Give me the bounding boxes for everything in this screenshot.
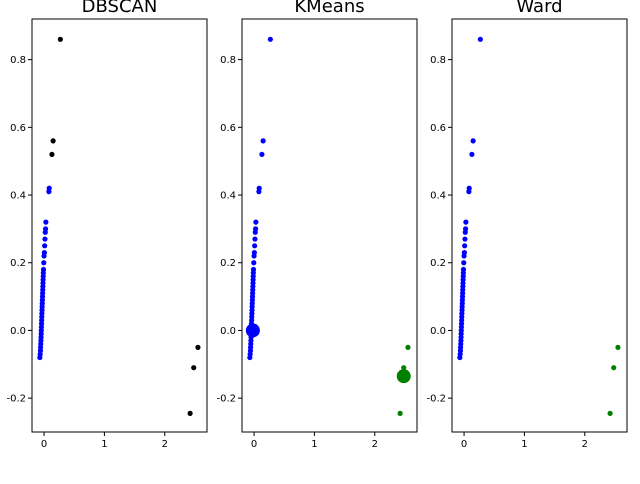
y-tick-label: 0.0 — [220, 326, 236, 337]
x-tick-label: 2 — [582, 439, 588, 450]
data-point — [607, 410, 613, 416]
data-point — [50, 138, 56, 144]
data-point — [259, 151, 265, 158]
y-tick-label: 0.6 — [10, 123, 26, 134]
data-point — [43, 219, 49, 225]
data-point — [195, 344, 201, 350]
data-point — [49, 151, 55, 158]
data-point — [252, 226, 259, 232]
y-tick-label: 0.4 — [430, 191, 446, 202]
data-point — [461, 249, 467, 256]
y-tick-label: -0.2 — [6, 394, 26, 405]
data-point — [401, 365, 407, 371]
y-tick-label: 0.8 — [10, 55, 26, 66]
data-point — [191, 365, 197, 371]
data-point — [46, 185, 52, 191]
data-point — [250, 266, 257, 273]
x-tick-label: 0 — [461, 439, 467, 450]
data-point — [42, 243, 48, 249]
data-point — [252, 236, 258, 242]
y-tick-label: 0.2 — [430, 258, 446, 269]
data-point — [469, 151, 475, 158]
y-tick-label: 0.2 — [220, 258, 236, 269]
data-point — [253, 219, 259, 225]
x-tick-label: 1 — [101, 439, 107, 450]
data-point — [252, 243, 258, 249]
panel-title: Ward — [516, 0, 562, 17]
panel-dbscan: DBSCAN 0 1 2 -0.2 0.0 0.2 0.4 0.6 0.8 — [6, 0, 208, 450]
data-point — [41, 260, 47, 266]
data-point — [42, 226, 49, 232]
axes-frame — [31, 18, 208, 433]
y-tick-label: 0.4 — [220, 191, 236, 202]
data-point — [42, 236, 48, 242]
data-point — [251, 260, 257, 266]
y-tick-label: 0.4 — [10, 191, 26, 202]
data-point — [460, 266, 467, 273]
y-tick-label: 0.6 — [220, 123, 236, 134]
data-point — [611, 365, 617, 371]
data-point — [41, 249, 47, 256]
data-point — [267, 36, 273, 42]
data-point — [405, 344, 411, 350]
axes-frame — [241, 18, 418, 433]
panel-kmeans: KMeans 0 1 2 -0.2 0.0 0.2 0.4 0.6 0.8 — [216, 0, 418, 450]
data-point — [251, 249, 257, 256]
x-tick-label: 1 — [521, 439, 527, 450]
data-point — [462, 243, 468, 249]
x-tick-label: 1 — [311, 439, 317, 450]
x-tick-label: 2 — [162, 439, 168, 450]
data-point — [462, 236, 468, 242]
data-point — [260, 138, 266, 144]
data-point — [470, 138, 476, 144]
panel-title: DBSCAN — [82, 0, 158, 17]
x-tick-label: 0 — [251, 439, 257, 450]
y-tick-label: 0.8 — [220, 55, 236, 66]
data-point — [397, 410, 403, 416]
data-point — [615, 344, 621, 350]
data-point — [461, 260, 467, 266]
data-point — [40, 266, 47, 273]
y-tick-label: -0.2 — [426, 394, 446, 405]
data-point — [466, 185, 472, 191]
cluster-center — [396, 369, 411, 384]
y-tick-label: 0.0 — [10, 326, 26, 337]
y-tick-label: 0.0 — [430, 326, 446, 337]
x-tick-label: 0 — [41, 439, 47, 450]
data-point — [256, 185, 262, 191]
data-point — [462, 226, 469, 232]
y-tick-label: -0.2 — [216, 394, 236, 405]
panel-ward: Ward 0 1 2 -0.2 0.0 0.2 0.4 0.6 0.8 — [426, 0, 628, 450]
data-point — [477, 36, 483, 42]
y-tick-label: 0.2 — [10, 258, 26, 269]
y-tick-label: 0.8 — [430, 55, 446, 66]
data-point — [463, 219, 469, 225]
y-tick-label: 0.6 — [430, 123, 446, 134]
x-tick-label: 2 — [372, 439, 378, 450]
axes-frame — [451, 18, 628, 433]
cluster-center — [245, 323, 260, 338]
panel-title: KMeans — [294, 0, 364, 17]
data-point — [187, 410, 193, 416]
data-point — [57, 36, 63, 42]
